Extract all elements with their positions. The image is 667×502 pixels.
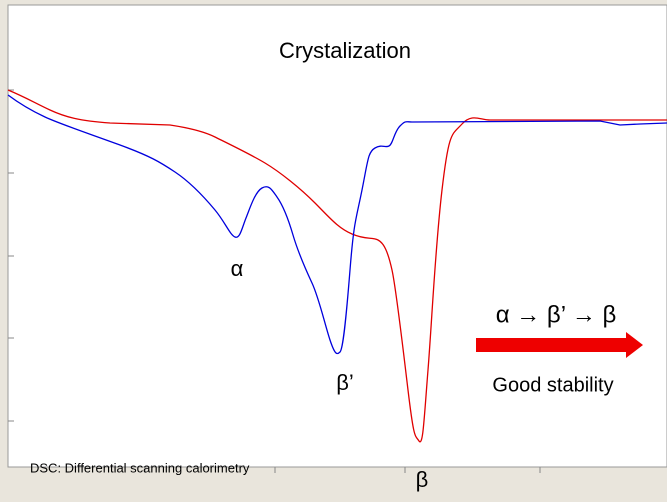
plot-area	[7, 4, 667, 468]
blue-curve	[7, 94, 667, 355]
caption: DSC: Differential scanning calorimetry	[30, 460, 250, 475]
stability-label: Good stability	[492, 374, 613, 396]
alpha-label: α	[231, 256, 244, 281]
title: Crystalization	[279, 38, 411, 63]
beta-prime-label: β’	[336, 370, 354, 395]
beta-label: β	[416, 467, 429, 492]
red-curve	[7, 89, 667, 443]
sequence: α → β’ → β	[496, 301, 617, 328]
arrow	[476, 332, 643, 358]
